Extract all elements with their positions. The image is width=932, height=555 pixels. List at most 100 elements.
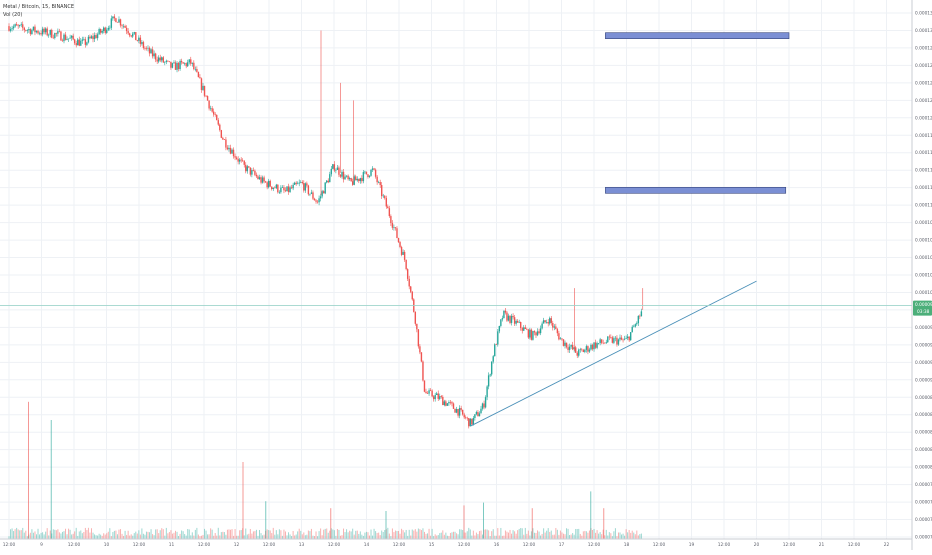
candle-body: [310, 192, 313, 194]
legend-symbol[interactable]: Metal / Bitcoin, 15, BINANCE: [3, 4, 74, 10]
candle-body: [98, 29, 100, 35]
candle-body: [154, 53, 157, 60]
y-tick-label: 0.0000880: [915, 395, 932, 401]
candle-body: [530, 329, 533, 340]
volume-bar: [448, 535, 450, 539]
y-tick-label: 0.0000780: [915, 482, 932, 488]
candle-body: [497, 331, 499, 345]
volume-bar: [332, 529, 334, 539]
volume-bar: [37, 528, 39, 539]
volume-bar: [494, 535, 496, 539]
x-tick-label: 12:00: [653, 542, 666, 548]
volume-bar: [39, 534, 41, 539]
volume-bar: [537, 530, 539, 539]
candle-body: [136, 40, 139, 41]
volume-bar: [320, 528, 322, 539]
candle-body: [226, 147, 229, 150]
candle-body: [608, 336, 611, 338]
candle-body: [495, 344, 497, 345]
volume-bar: [595, 532, 597, 539]
candle-body: [532, 331, 534, 340]
candle-body: [301, 182, 303, 183]
candle-body: [524, 327, 526, 329]
candle-body: [69, 37, 71, 39]
volume-bar: [462, 530, 464, 539]
x-axis[interactable]: 12:00 9 12:00 10 12:00 11 12:00 12 12:00 13 12:00 1…: [0, 538, 912, 548]
candle-body: [300, 182, 302, 183]
candle-body: [422, 361, 424, 381]
candle-body: [245, 164, 247, 172]
last-price-tag-bg: [913, 300, 932, 316]
volume-bar: [78, 531, 80, 539]
candle-body: [316, 201, 319, 203]
candle-body: [547, 322, 549, 324]
candle-body: [600, 339, 603, 343]
candle-body: [587, 346, 589, 352]
x-tick-label: 9: [40, 542, 43, 548]
legend-indicator[interactable]: Vol (20): [3, 12, 23, 18]
volume-bar: [17, 529, 19, 539]
volume-bar: [500, 527, 502, 539]
candle-body: [296, 183, 299, 185]
candle-body: [261, 177, 264, 183]
volume-bar: [375, 531, 377, 539]
candle-body: [255, 174, 258, 177]
volume-bar: [25, 530, 27, 539]
volume-bar: [480, 530, 482, 539]
y-tick-label: 0.0001280: [915, 45, 932, 51]
candle-body: [232, 149, 235, 157]
candle-body: [590, 344, 592, 350]
candle-body: [165, 60, 168, 62]
candle-body: [558, 333, 560, 340]
candle-body: [168, 61, 171, 62]
volume-bar: [168, 532, 170, 539]
volume-bar: [26, 536, 28, 539]
candle-body: [31, 30, 33, 35]
volume-bar: [138, 530, 140, 539]
volume-bar: [196, 527, 198, 539]
candle-body: [103, 27, 105, 31]
candle-body: [121, 25, 123, 27]
volume-bar: [535, 533, 537, 539]
volume-bar: [549, 531, 551, 539]
candle-body: [202, 85, 204, 90]
volume-bar: [167, 533, 169, 539]
candle-body: [629, 332, 632, 341]
volume-bar: [54, 529, 56, 539]
volume-bar: [118, 529, 120, 539]
volume-bar: [277, 534, 279, 539]
candle-body: [32, 26, 35, 31]
candle-body: [368, 175, 371, 177]
candle-body: [216, 114, 218, 121]
x-tick-label: 12:00: [523, 542, 536, 548]
candle-body: [258, 177, 261, 180]
volume-bar: [573, 534, 575, 539]
volume-bar: [514, 531, 516, 539]
volume-bar: [297, 531, 299, 539]
volume-bar: [471, 535, 473, 539]
volume-bar: [144, 534, 146, 539]
candle-body: [157, 57, 160, 62]
volume-bar: [188, 529, 190, 539]
volume-bar: [527, 530, 529, 539]
candle-body: [420, 352, 423, 362]
volume-bar: [492, 529, 494, 539]
candle-body: [92, 36, 94, 40]
volume-bar: [532, 528, 534, 539]
candle-body: [434, 394, 436, 400]
candle-body: [205, 95, 207, 97]
volume-bar: [156, 529, 158, 539]
volume-bar: [533, 532, 535, 539]
candle-body: [315, 200, 317, 202]
candle-body: [89, 36, 91, 39]
candle-body: [193, 62, 195, 70]
y-tick-label: 0.0001000: [915, 290, 932, 296]
candle-body: [425, 391, 427, 394]
candle-body: [191, 62, 193, 64]
y-axis[interactable]: 0.0001320 0.0001300 0.0001280 0.0001260 0.00…: [911, 0, 932, 550]
x-tick-label: 10: [104, 542, 110, 548]
candle-body: [370, 169, 372, 176]
candle-body: [211, 108, 213, 112]
candle-body: [373, 168, 375, 170]
